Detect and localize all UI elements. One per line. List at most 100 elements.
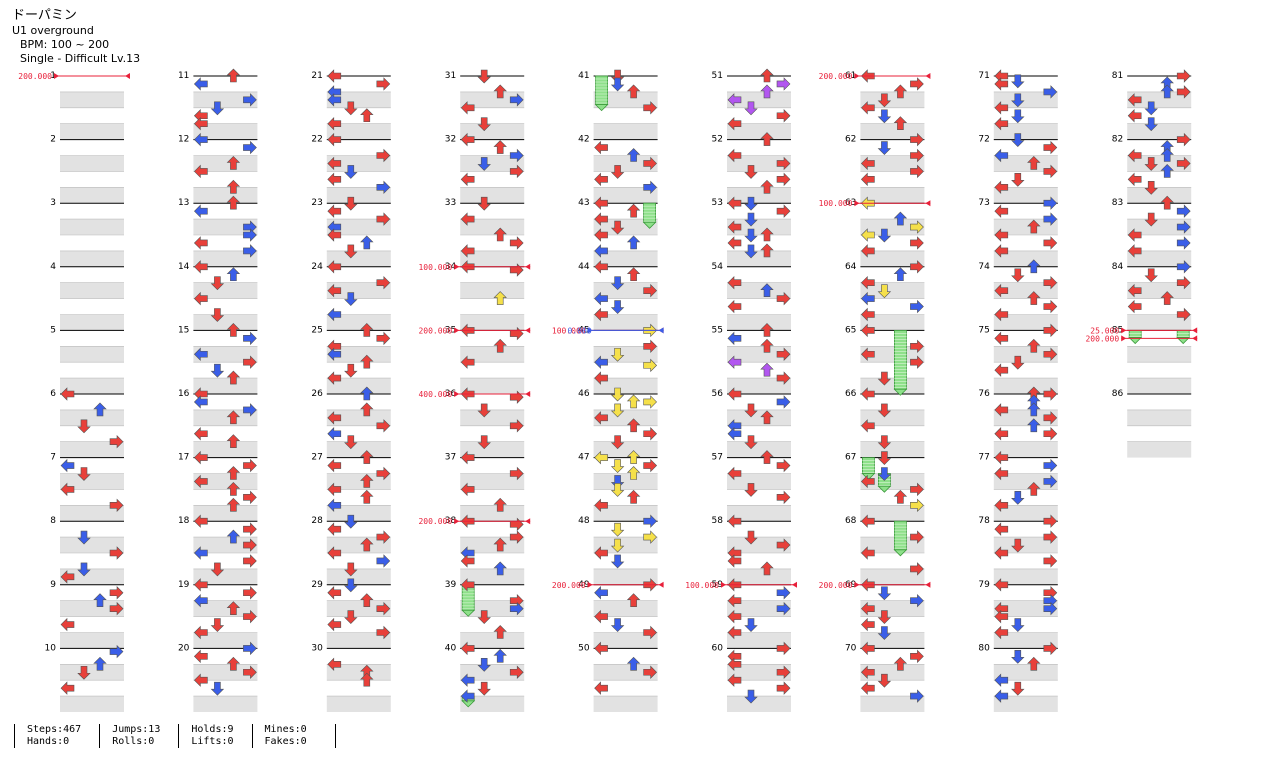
- arrow-note: [626, 450, 641, 464]
- measure-number: 40: [445, 643, 457, 653]
- beat-stripe: [326, 123, 391, 140]
- arrow-note: [776, 347, 791, 361]
- arrow-note: [327, 546, 342, 560]
- bpm-marker: 200.000: [819, 72, 931, 81]
- arrow-note: [776, 641, 791, 656]
- beat-stripe: [460, 346, 525, 363]
- arrow-note: [327, 586, 342, 600]
- arrow-note: [193, 109, 208, 123]
- measure-number: 50: [578, 643, 590, 653]
- beat-stripe: [460, 600, 525, 617]
- beat-stripe: [460, 632, 525, 649]
- beat-stripe: [993, 537, 1058, 553]
- arrow-note: [744, 244, 758, 259]
- arrow-note: [760, 450, 774, 464]
- arrow-note: [860, 641, 875, 656]
- measure-number: 73: [978, 198, 989, 208]
- arrow-note: [776, 395, 791, 409]
- measure-number: 58: [712, 516, 724, 526]
- arrow-note: [1027, 418, 1041, 433]
- arrow-note: [243, 403, 257, 417]
- arrow-note: [493, 561, 507, 576]
- beat-stripe: [727, 250, 791, 267]
- arrow-note: [327, 427, 342, 441]
- arrow-note: [360, 474, 374, 488]
- bpm-label: 400.000: [418, 390, 452, 399]
- measure-number: 23: [311, 198, 322, 208]
- arrow-note: [376, 530, 391, 544]
- measure-number: 19: [178, 580, 190, 590]
- arrow-note: [626, 267, 641, 282]
- beat-stripe: [993, 219, 1058, 235]
- beat-stripe: [727, 219, 791, 235]
- arrow-note: [493, 291, 507, 305]
- arrow-note: [727, 514, 742, 528]
- arrow-note: [860, 387, 875, 401]
- arrow-note: [376, 180, 391, 195]
- arrow-note: [193, 450, 208, 465]
- arrow-note: [109, 546, 124, 560]
- beat-stripe: [326, 282, 391, 299]
- beat-stripe: [593, 91, 658, 108]
- beat-stripe: [460, 409, 525, 426]
- arrow-note: [744, 618, 758, 632]
- arrow-note: [60, 458, 75, 473]
- arrow-note: [610, 459, 625, 473]
- arrow-note: [226, 195, 241, 210]
- step-chart: 1234567891011121314151617181920212223242…: [18, 68, 1198, 712]
- beat-stripe: [860, 600, 925, 617]
- arrow-note: [60, 387, 75, 401]
- arrow-note: [727, 220, 742, 234]
- measure-number: 39: [445, 580, 457, 590]
- arrow-note: [210, 101, 225, 116]
- measure-number: 6: [50, 389, 56, 399]
- arrow-note: [109, 498, 124, 513]
- arrow-note: [210, 363, 225, 378]
- measure-number: 74: [978, 262, 990, 272]
- arrow-note: [460, 355, 475, 369]
- arrow-note: [327, 347, 342, 361]
- beat-stripe: [860, 346, 925, 363]
- measure-number: 11: [178, 71, 189, 81]
- arrow-note: [744, 483, 758, 497]
- measure-number: 38: [445, 516, 457, 526]
- beat-stripe: [993, 473, 1058, 490]
- arrow-note: [610, 435, 625, 450]
- beat-stripe: [460, 314, 525, 331]
- beat-stripe: [1127, 91, 1192, 108]
- arrow-note: [93, 402, 107, 417]
- arrow-note: [1144, 101, 1158, 116]
- arrow-note: [994, 116, 1009, 131]
- arrow-note: [493, 84, 507, 99]
- arrow-note: [776, 490, 791, 505]
- arrow-note: [327, 228, 342, 242]
- arrow-note: [643, 665, 658, 679]
- arrow-note: [860, 307, 875, 322]
- arrow-note: [360, 235, 374, 250]
- arrow-note: [727, 196, 742, 210]
- arrow-note: [1043, 212, 1058, 226]
- arrow-note: [727, 355, 742, 369]
- arrow-note: [776, 538, 791, 552]
- arrow-note: [109, 644, 124, 659]
- arrow-note: [994, 546, 1009, 560]
- beat-stripe: [1127, 441, 1192, 458]
- arrow-note: [493, 537, 507, 552]
- song-title: ドーパミン: [12, 8, 77, 23]
- beat-stripe: [860, 537, 925, 553]
- arrow-note: [1027, 156, 1041, 170]
- beat-stripe: [993, 505, 1058, 522]
- arrow-note: [360, 489, 374, 504]
- arrow-note: [1011, 650, 1025, 664]
- arrow-note: [360, 672, 374, 687]
- arrow-note: [910, 482, 924, 497]
- measure-number: 1: [50, 71, 56, 81]
- hold-note: [461, 584, 476, 617]
- arrow-note: [1160, 84, 1174, 99]
- arrow-note: [1043, 299, 1058, 314]
- beat-stripe: [593, 568, 658, 585]
- measure-number: 7: [50, 453, 56, 463]
- arrow-note: [643, 530, 658, 544]
- stats-bar: Steps:467 Hands:0 Jumps:13 Rolls:0 Holds…: [14, 724, 336, 748]
- arrow-note: [193, 164, 208, 179]
